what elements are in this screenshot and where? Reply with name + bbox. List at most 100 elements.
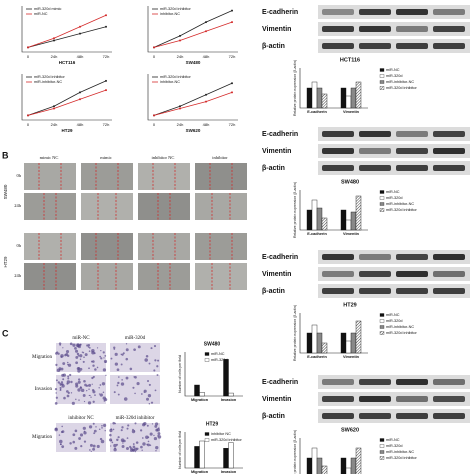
blot-band [322, 165, 354, 171]
legend-label: miR-320d [211, 358, 227, 362]
bar [350, 211, 357, 231]
cell-line-label: HT29 [3, 256, 8, 268]
cell [72, 440, 76, 444]
legend-swatch [379, 196, 385, 200]
cell [69, 342, 73, 346]
cell [89, 443, 93, 447]
legend-swatch [379, 331, 385, 335]
bar [350, 87, 357, 109]
cell [110, 445, 112, 447]
column-label: mimic NC [40, 155, 59, 160]
row-label: Migration [32, 435, 52, 440]
panel-title: SW480 [186, 60, 201, 65]
point [53, 39, 55, 42]
cell [96, 366, 99, 369]
cell [75, 398, 77, 401]
legend-swatch [379, 456, 385, 460]
blot-strip [318, 5, 470, 19]
cell [92, 447, 96, 451]
wound-image [138, 193, 190, 220]
cell [96, 444, 100, 449]
row-label: Invasion [35, 387, 53, 392]
y-axis-label: Relative protein expression (β-actin) [293, 182, 297, 238]
cell [157, 432, 161, 436]
cell [114, 352, 118, 356]
cell [102, 351, 105, 354]
wound-image [138, 263, 190, 290]
point [205, 21, 207, 24]
legend-label: inhibitor-NC [160, 12, 180, 16]
legend-swatch [379, 86, 385, 90]
axis [299, 438, 301, 474]
panel-title: HCT116 [59, 60, 76, 65]
cell [114, 422, 117, 425]
bar [311, 199, 318, 231]
blot-band [359, 413, 391, 419]
panel-label: C [2, 328, 9, 338]
microscopy-image [110, 375, 160, 404]
blot-band [396, 379, 428, 385]
legend-label: miR-320d inhibitor [34, 75, 66, 79]
blot-strip [318, 375, 470, 389]
cell [78, 399, 80, 401]
cell [112, 421, 116, 425]
cell [78, 437, 81, 440]
cell [125, 357, 129, 361]
column-label: miR-NC [72, 336, 90, 341]
cell [79, 433, 84, 437]
point [27, 114, 29, 117]
legend-label: miR-320d [386, 444, 402, 448]
point [27, 46, 29, 49]
cell [134, 422, 137, 425]
legend-label: miR-320d mimic [34, 7, 62, 11]
blot-strip [318, 250, 470, 264]
line [27, 89, 107, 116]
band-label: Vimentin [262, 396, 291, 403]
cell [98, 387, 100, 389]
wound-image [138, 233, 190, 260]
cell [145, 354, 149, 358]
cell [122, 442, 124, 444]
bar [355, 81, 362, 109]
axis [21, 6, 112, 53]
cell [94, 368, 97, 371]
x-tick-label: 72h [229, 122, 236, 127]
cell [77, 380, 81, 384]
cell [155, 428, 159, 432]
cell [66, 394, 70, 398]
blot-band [359, 396, 391, 402]
bar [311, 81, 318, 109]
bar [311, 324, 318, 354]
legend-label: miR-320d [386, 74, 402, 78]
blot-band [433, 379, 465, 385]
cell [133, 376, 135, 378]
cell [88, 388, 90, 390]
point [79, 25, 81, 28]
legend-label: miR-320d inhibitor [160, 7, 192, 11]
blot-strip [318, 144, 470, 158]
line [27, 14, 107, 48]
legend-label: miR-320d [386, 319, 402, 323]
x-tick-label: Vimentin [343, 232, 360, 236]
y-axis-label: Number of cells per field [178, 355, 182, 393]
cell [59, 368, 61, 371]
legend-swatch [379, 68, 385, 72]
cell [70, 392, 73, 394]
cell [87, 344, 91, 347]
cell [79, 354, 83, 358]
point [79, 91, 81, 94]
cell [86, 384, 89, 387]
cell [74, 346, 77, 350]
cell [76, 352, 80, 356]
cell [113, 391, 116, 394]
cell [147, 440, 150, 443]
legend-label: miR-320d inhibitor [386, 208, 418, 212]
cell [55, 379, 58, 382]
bar [316, 87, 323, 109]
cell [93, 429, 97, 433]
wound-image [81, 233, 133, 260]
legend-swatch [379, 80, 385, 84]
row-label: 24h [14, 203, 22, 208]
cell [99, 393, 103, 397]
